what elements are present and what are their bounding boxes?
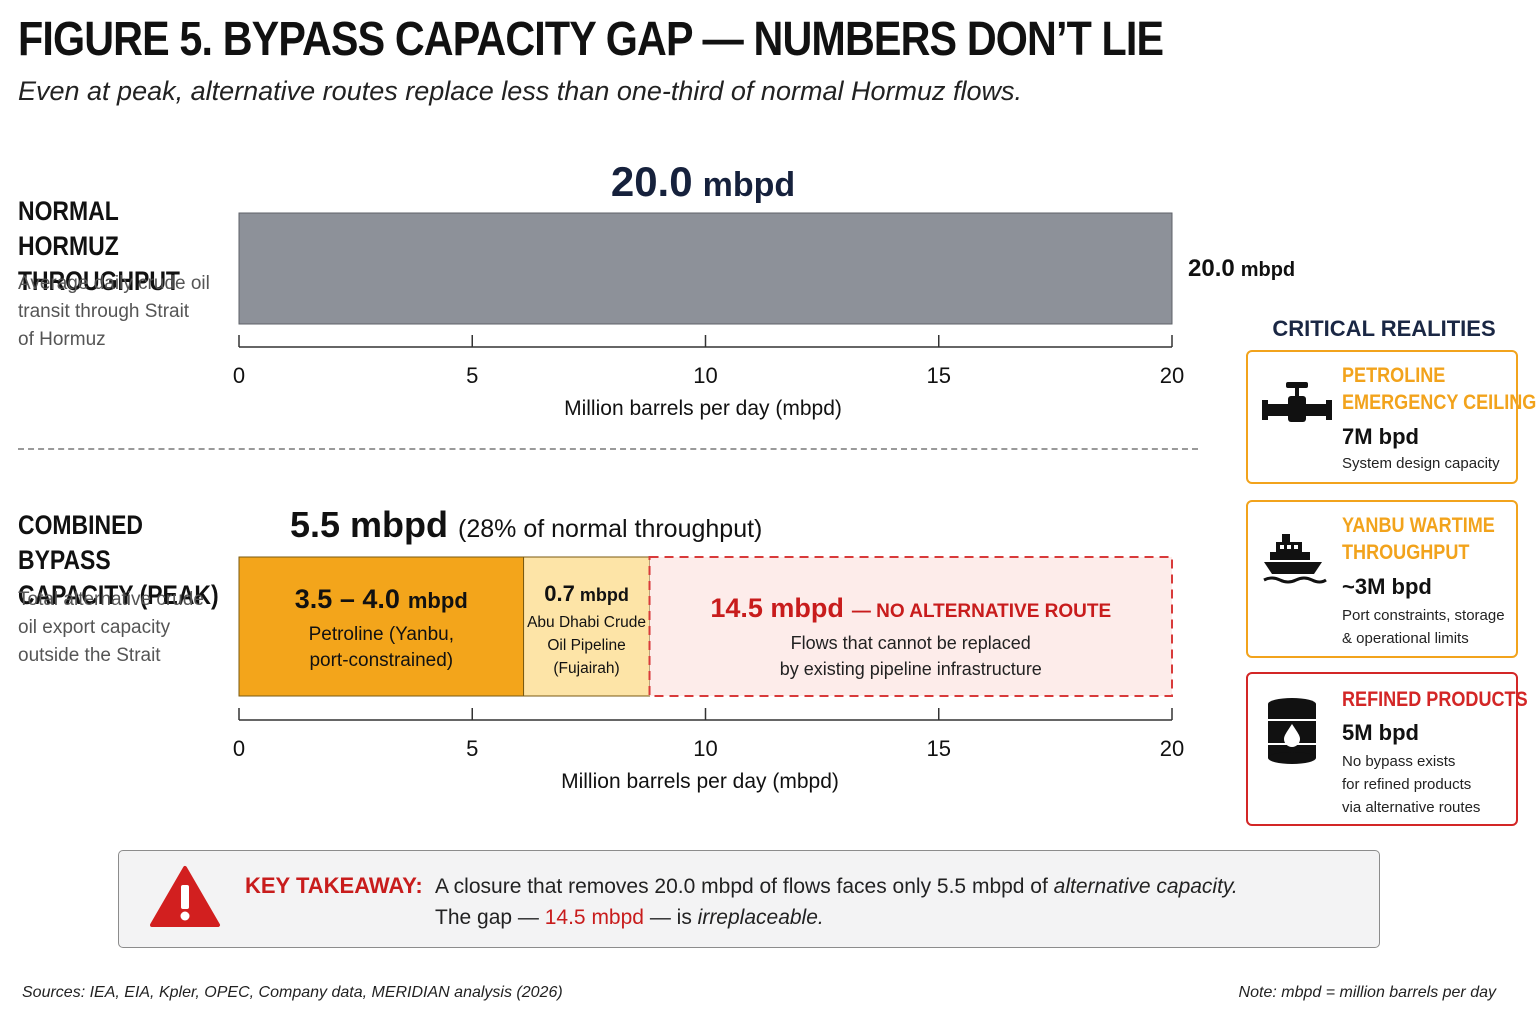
normal-end-unit: mbpd [1241,259,1295,281]
normal-bar-end-label: 20.0 mbpd [1188,255,1295,282]
bypass-x-axis-label: Million barrels per day (mbpd) [561,770,839,793]
petroline-segment [238,556,525,697]
card-yanbu-note-line-1: Port constraints, storage [1342,607,1505,624]
card-petroline-note: System design capacity [1342,452,1500,475]
petroline-value-label: 3.5 – 4.0 mbpd [295,584,468,614]
abu-dhabi-segment [523,556,651,697]
abu-dhabi-value-label: 0.7 mbpd [544,581,629,606]
abu-dhabi-desc-line: (Fujairah) [553,660,619,677]
card-yanbu-title-line-2: THROUGHPUT [1342,541,1470,564]
section-divider [18,448,1198,450]
card-refined-note-line-1: No bypass exists [1342,753,1456,770]
x-tick-label: 5 [466,736,478,761]
x-tick-label: 10 [693,363,717,388]
card-petroline-note-line-1: System design capacity [1342,455,1500,472]
x-tick-label: 5 [466,363,478,388]
normal-x-axis-label: Million barrels per day (mbpd) [564,397,842,420]
key-takeaway-box: KEY TAKEAWAY: A closure that removes 20.… [118,850,1380,948]
bypass-section-label: COMBINED BYPASS CAPACITY (PEAK) [18,508,268,613]
card-refined-title: REFINED PRODUCTS [1342,686,1528,713]
x-tick-label: 20 [1160,363,1184,388]
figure-title: FIGURE 5. BYPASS CAPACITY GAP — NUMBERS … [18,13,1164,66]
no-alternative-value-label: 14.5 mbpd — NO ALTERNATIVE ROUTE [710,593,1111,623]
normal-desc-line-2: transit through Strait [18,301,190,322]
card-petroline-title: PETROLINE EMERGENCY CEILING [1342,362,1536,416]
abu-dhabi-desc-line: Oil Pipeline [547,637,625,654]
normal-x-ticks: 0 5 10 15 20 [233,335,1184,388]
card-petroline-title-line-1: PETROLINE [1342,364,1446,387]
card-yanbu-value: ~3M bpd [1342,574,1432,599]
x-tick-label: 15 [927,363,951,388]
takeaway-gap-value: 14.5 mbpd [544,906,644,929]
key-takeaway-line-2: The gap — 14.5 mbpd — is irreplaceable. [435,906,824,930]
x-tick-label: 0 [233,363,245,388]
card-yanbu-note-line-2: & operational limits [1342,630,1469,647]
card-yanbu-title: YANBU WARTIME THROUGHPUT [1342,512,1495,566]
card-yanbu-throughput: YANBU WARTIME THROUGHPUT ~3M bpd Port co… [1246,500,1518,658]
card-petroline-title-line-2: EMERGENCY CEILING [1342,391,1536,414]
bypass-segments: 3.5 – 4.0 mbpd Petroline (Yanbu, port-const… [238,556,1173,697]
bypass-header-value: 5.5 mbpd [290,504,448,545]
warning-triangle-icon [150,866,220,927]
key-takeaway-label: KEY TAKEAWAY: [245,873,423,898]
bypass-desc-line-3: outside the Strait [18,645,161,666]
card-yanbu-title-line-1: YANBU WARTIME [1342,514,1495,537]
key-takeaway-line-1: A closure that removes 20.0 mbpd of flow… [435,875,1238,899]
normal-desc-line-3: of Hormuz [18,329,106,350]
no-alternative-desc-line: by existing pipeline infrastructure [780,659,1042,679]
bypass-header: 5.5 mbpd (28% of normal throughput) [290,504,762,545]
x-tick-label: 0 [233,736,245,761]
no-alternative-segment [648,556,1173,697]
takeaway-line2-text: The gap — [435,906,545,929]
normal-desc-line-1: Average daily crude oil [18,273,210,294]
normal-header-unit: mbpd [703,166,796,204]
sources-note: Sources: IEA, EIA, Kpler, OPEC, Company … [22,984,563,1001]
normal-header-value: 20.0 mbpd [611,158,795,205]
pipeline-valve-icon [1262,382,1332,422]
bypass-section-description: Total alternative crude oil export capac… [18,586,204,670]
takeaway-line1-italic: alternative capacity. [1053,875,1238,898]
unit-note: Note: mbpd = million barrels per day [1238,984,1496,1001]
normal-section-description: Average daily crude oil transit through … [18,270,210,354]
petroline-desc-line: port-constrained) [309,650,453,671]
x-tick-label: 20 [1160,736,1184,761]
card-refined-title-line-1: REFINED PRODUCTS [1342,688,1528,711]
tanker-ship-icon [1263,534,1327,584]
x-tick-label: 15 [927,736,951,761]
normal-throughput-bar [238,212,1173,325]
card-refined-note-line-3: via alternative routes [1342,799,1481,816]
critical-realities-title: CRITICAL REALITIES [1272,316,1496,341]
oil-barrel-icon [1268,698,1316,764]
no-alternative-desc-line: Flows that cannot be replaced [791,633,1031,653]
card-petroline-ceiling: PETROLINE EMERGENCY CEILING 7M bpd Syste… [1246,350,1536,484]
normal-section-title: NORMAL HORMUZ THROUGHPUT [18,196,180,296]
card-refined-note-line-2: for refined products [1342,776,1472,793]
petroline-desc-line: Petroline (Yanbu, [309,624,454,645]
figure-subtitle: Even at peak, alternative routes replace… [18,76,1022,106]
normal-throughput-chart: 20.0 mbpd 20.0 mbpd 0 5 10 15 20 Million barre… [233,158,1295,420]
bypass-section-title: COMBINED BYPASS CAPACITY (PEAK) [18,510,219,610]
card-refined-products: REFINED PRODUCTS 5M bpd No bypass exists… [1246,672,1528,826]
card-refined-value: 5M bpd [1342,720,1419,745]
card-refined-note: No bypass exists for refined products vi… [1342,750,1480,819]
takeaway-line1-text: A closure that removes 20.0 mbpd of flow… [435,875,1054,898]
abu-dhabi-desc-line: Abu Dhabi Crude [527,614,646,631]
bypass-desc-line-2: oil export capacity [18,617,171,638]
takeaway-line2-mid: — is [643,906,698,929]
bypass-x-ticks: 0 5 10 15 20 [233,708,1184,761]
normal-header-number: 20.0 [611,158,693,205]
bypass-desc-line-1: Total alternative crude [18,589,204,610]
card-petroline-value: 7M bpd [1342,424,1419,449]
takeaway-line2-italic: irreplaceable. [697,906,824,929]
card-yanbu-note: Port constraints, storage & operational … [1342,604,1505,650]
bypass-header-note: (28% of normal throughput) [458,515,762,543]
normal-end-number: 20.0 [1188,255,1235,282]
normal-section-label: NORMAL HORMUZ THROUGHPUT [18,194,258,299]
bypass-capacity-chart: 5.5 mbpd (28% of normal throughput) 3.5 –… [233,504,1184,793]
x-tick-label: 10 [693,736,717,761]
